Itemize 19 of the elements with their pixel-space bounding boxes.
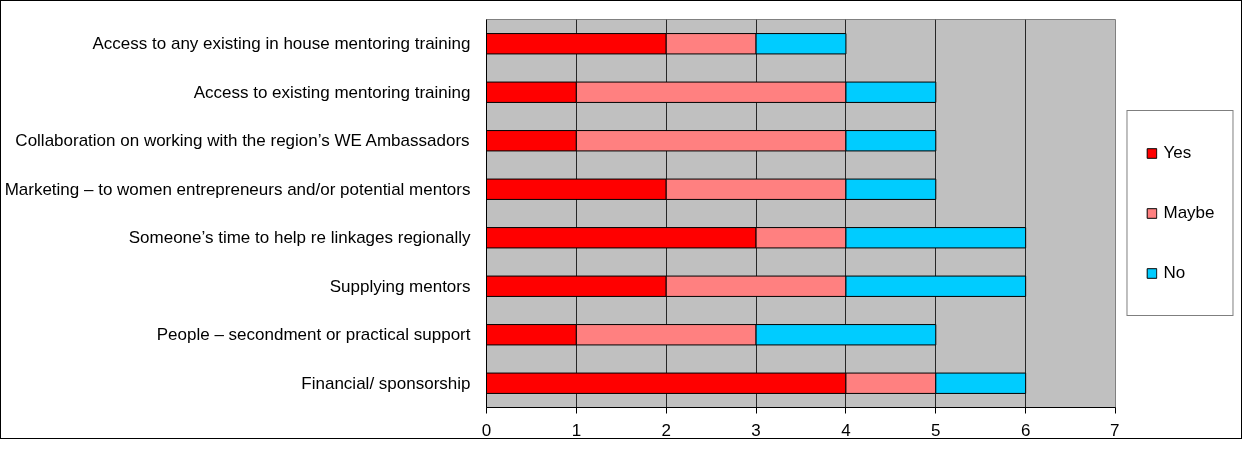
y-tick-label: People – secondment or practical support: [156, 325, 471, 345]
x-tick-label: 6: [1020, 420, 1031, 440]
x-tick-label: 4: [841, 420, 851, 440]
y-tick-label: Someone’s time to help re linkages regionally: [128, 228, 471, 248]
y-tick-label: Marketing – to women entrepreneurs and/or potential mentors: [4, 179, 471, 199]
x-tick-label: 3: [751, 420, 761, 440]
legend-label: Yes: [1163, 142, 1192, 164]
x-tick-label: 2: [661, 420, 671, 440]
legend-label: Maybe: [1163, 202, 1215, 224]
y-tick-label: Collaboration on working with the region’s WE Ambassadors: [15, 131, 470, 151]
x-tick-label: 7: [1110, 420, 1120, 440]
x-tick-label: 0: [481, 420, 492, 440]
y-tick-label: Financial/ sponsorship: [301, 373, 471, 393]
x-tick-label: 1: [571, 420, 582, 440]
y-tick-label: Access to any existing in house mentoring training: [92, 34, 471, 54]
legend-label: No: [1163, 262, 1186, 284]
y-tick-label: Supplying mentors: [329, 276, 471, 296]
y-tick-label: Access to existing mentoring training: [193, 82, 471, 102]
x-tick-label: 5: [931, 420, 941, 440]
